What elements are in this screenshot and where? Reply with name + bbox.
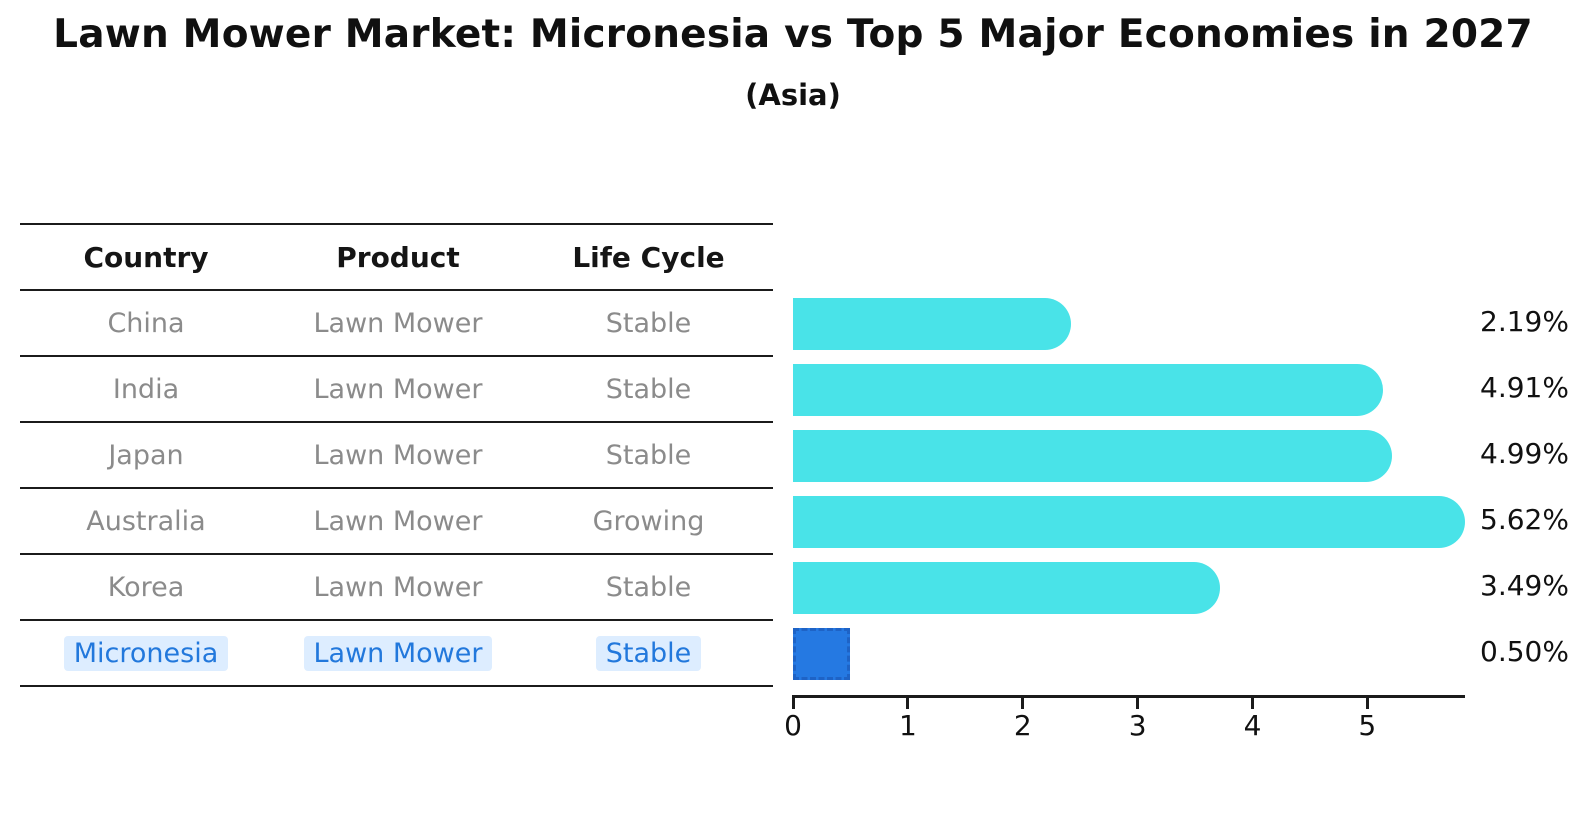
x-tick-label: 5 xyxy=(1358,709,1377,742)
cell-product: Lawn Mower xyxy=(313,373,483,405)
table-row-china: China Lawn Mower Stable xyxy=(20,291,773,357)
value-label: 2.19% xyxy=(1480,305,1569,338)
highlighted-text: Stable xyxy=(595,635,702,671)
x-tick-mark xyxy=(906,695,910,709)
cell-life-cycle: Stable xyxy=(605,439,692,471)
cell-country: Australia xyxy=(86,505,206,537)
highlighted-text: Lawn Mower xyxy=(303,635,493,671)
cell-country: India xyxy=(112,373,180,405)
cell-life-cycle: Stable xyxy=(605,373,692,405)
x-tick-label: 2 xyxy=(1013,709,1032,742)
chart-title: Lawn Mower Market: Micronesia vs Top 5 M… xyxy=(53,12,1533,57)
bar-australia xyxy=(793,496,1465,548)
x-tick-mark xyxy=(791,695,795,709)
cell-country: Micronesia xyxy=(20,635,272,671)
cell-life-cycle: Stable xyxy=(605,307,692,339)
bar-korea xyxy=(793,562,1220,614)
x-tick-mark xyxy=(1136,695,1140,709)
bar-micronesia-highlighted xyxy=(793,628,851,680)
bar-china xyxy=(793,298,1071,350)
column-header-product: Product xyxy=(336,240,460,274)
cell-life-cycle: Growing xyxy=(592,505,705,537)
x-tick-mark xyxy=(1365,695,1369,709)
value-label: 4.99% xyxy=(1480,437,1569,470)
table-row-australia: Australia Lawn Mower Growing xyxy=(20,489,773,555)
x-axis-line xyxy=(793,695,1465,698)
cell-product: Lawn Mower xyxy=(313,571,483,603)
cell-country: China xyxy=(107,307,185,339)
cell-life-cycle: Stable xyxy=(524,635,773,671)
cell-product: Lawn Mower xyxy=(313,439,483,471)
x-tick-label: 1 xyxy=(898,709,917,742)
cell-product: Lawn Mower xyxy=(313,307,483,339)
cell-country: Korea xyxy=(107,571,185,603)
chart-subtitle: (Asia) xyxy=(745,78,841,112)
x-tick-label: 0 xyxy=(784,709,802,742)
country-table: Country Product Life Cycle China Lawn Mo… xyxy=(20,223,773,687)
table-header-row: Country Product Life Cycle xyxy=(20,225,773,291)
highlighted-text: Micronesia xyxy=(63,635,229,671)
x-tick-label: 3 xyxy=(1128,709,1147,742)
table-row-micronesia-highlighted: Micronesia Lawn Mower Stable xyxy=(20,621,773,687)
x-tick-mark xyxy=(1021,695,1025,709)
cell-product: Lawn Mower xyxy=(313,505,483,537)
value-label: 3.49% xyxy=(1480,569,1569,602)
bar-india xyxy=(793,364,1384,416)
table-row-japan: Japan Lawn Mower Stable xyxy=(20,423,773,489)
value-label: 0.50% xyxy=(1480,635,1569,668)
cell-country: Japan xyxy=(108,439,184,471)
table-row-india: India Lawn Mower Stable xyxy=(20,357,773,423)
column-header-life-cycle: Life Cycle xyxy=(572,240,725,274)
bar-japan xyxy=(793,430,1393,482)
cell-life-cycle: Stable xyxy=(605,571,692,603)
column-header-country: Country xyxy=(83,240,209,274)
cell-product: Lawn Mower xyxy=(272,635,524,671)
value-label: 4.91% xyxy=(1480,371,1569,404)
value-label: 5.62% xyxy=(1480,503,1569,536)
x-tick-mark xyxy=(1250,695,1254,709)
x-tick-label: 4 xyxy=(1243,709,1262,742)
table-row-korea: Korea Lawn Mower Stable xyxy=(20,555,773,621)
